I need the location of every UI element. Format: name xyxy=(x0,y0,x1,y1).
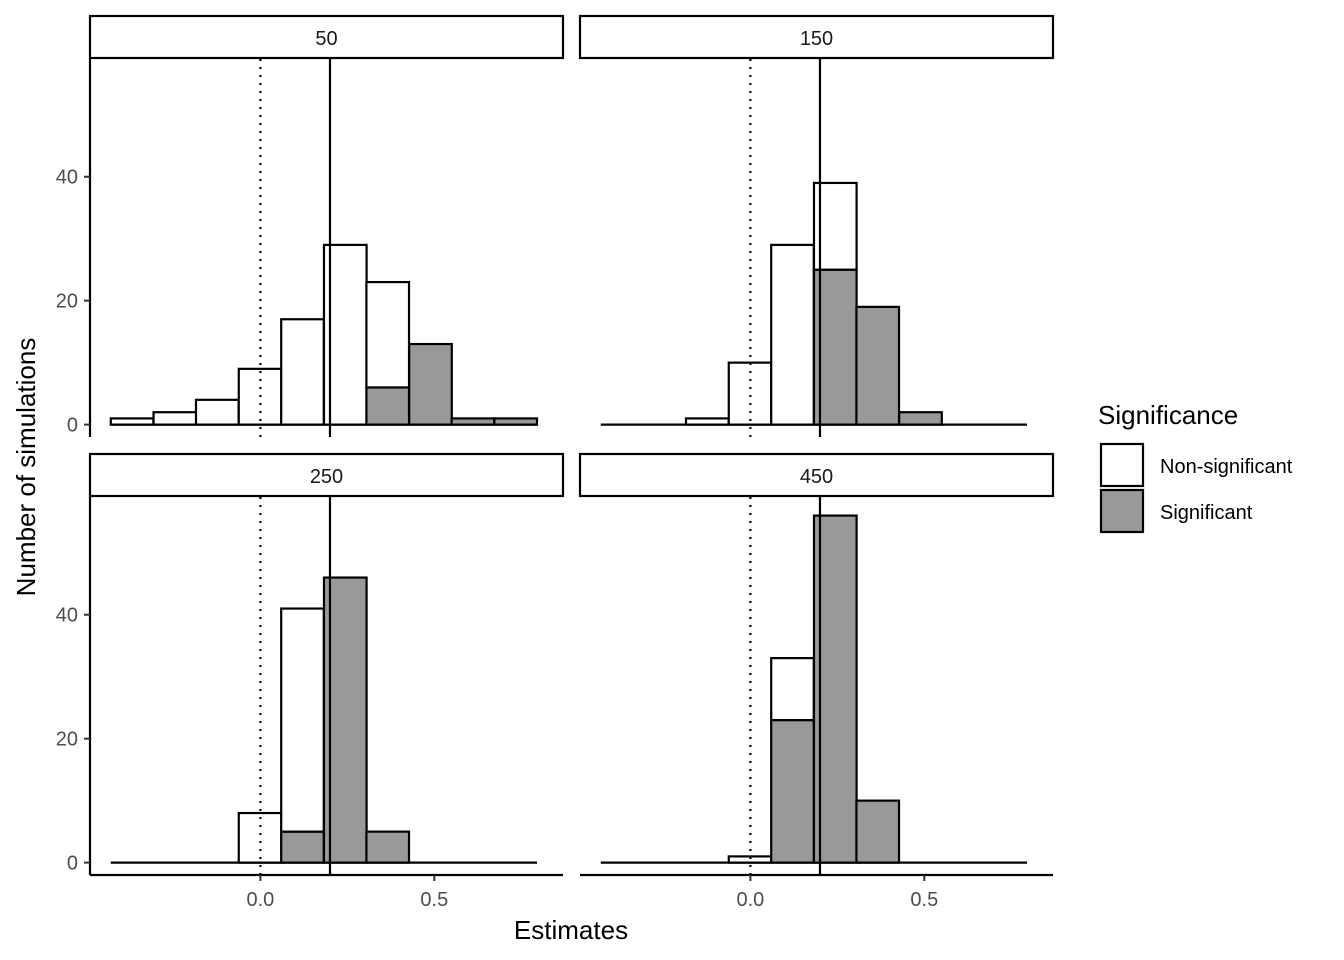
bar-significant xyxy=(770,718,815,864)
legend-label: Non-significant xyxy=(1160,456,1293,478)
legend-title: Significance xyxy=(1098,400,1238,430)
bar-significant xyxy=(855,799,901,864)
bar-significant xyxy=(812,268,858,426)
facet-strip-label: 250 xyxy=(310,466,343,488)
bar-non-significant xyxy=(365,280,411,389)
y-tick-label: 20 xyxy=(56,291,78,313)
bar-significant xyxy=(898,411,943,426)
facet-panel: 450 0.0 0.5 xyxy=(578,452,1055,911)
facet-strip-label: 450 xyxy=(800,466,833,488)
legend-swatch xyxy=(1099,488,1145,534)
facet-strip xyxy=(88,14,565,60)
bar-non-significant xyxy=(237,811,283,864)
x-tick-label: 0.0 xyxy=(737,889,765,911)
facet-strip-label: 50 xyxy=(315,28,337,50)
facet-panels: 50 0 20 40 150 250 0 20 40 0.0 0.5 450 0.0 0.5 xyxy=(56,14,1055,911)
legend-entries: Non-significant Significant xyxy=(1099,442,1293,534)
y-tick-label: 40 xyxy=(56,605,78,627)
x-tick-label: 0.5 xyxy=(910,889,938,911)
bar-significant xyxy=(450,417,496,426)
bar-non-significant xyxy=(770,657,815,722)
y-tick-label: 0 xyxy=(67,853,78,875)
bar-significant xyxy=(408,342,453,426)
facet-strip xyxy=(578,452,1055,498)
facet-strip xyxy=(88,452,565,498)
y-tick-label: 20 xyxy=(56,729,78,751)
facet-strip xyxy=(578,14,1055,60)
y-axis-title: Number of simulations xyxy=(11,338,41,597)
bar-non-significant xyxy=(280,318,325,426)
bar-non-significant xyxy=(280,607,325,833)
y-tick-label: 0 xyxy=(67,415,78,437)
x-tick-label: 0.0 xyxy=(247,889,275,911)
bar-significant xyxy=(280,830,325,864)
bar-non-significant xyxy=(812,181,858,271)
bar-non-significant xyxy=(109,417,155,426)
bar-non-significant xyxy=(770,243,815,426)
bar-non-significant xyxy=(194,398,240,426)
bar-non-significant xyxy=(322,243,368,426)
facet-strip-label: 150 xyxy=(800,28,833,50)
bar-significant xyxy=(812,514,858,864)
legend-label: Significant xyxy=(1160,502,1253,524)
facet-panel: 150 xyxy=(578,14,1055,437)
x-tick-label: 0.5 xyxy=(420,889,448,911)
facet-panel: 250 0 20 40 0.0 0.5 xyxy=(56,452,565,911)
x-axis-title: Estimates xyxy=(514,915,628,945)
bar-significant xyxy=(855,305,901,426)
legend-swatch xyxy=(1099,442,1145,488)
bar-non-significant xyxy=(684,417,730,426)
facet-panel: 50 0 20 40 xyxy=(56,14,565,437)
legend: Significance Non-significant Significant xyxy=(1098,400,1293,534)
bar-significant xyxy=(365,830,411,864)
y-tick-label: 40 xyxy=(56,167,78,189)
bar-significant xyxy=(493,417,539,426)
bar-significant xyxy=(365,386,411,426)
bar-non-significant xyxy=(152,411,198,426)
bar-significant xyxy=(322,576,368,864)
